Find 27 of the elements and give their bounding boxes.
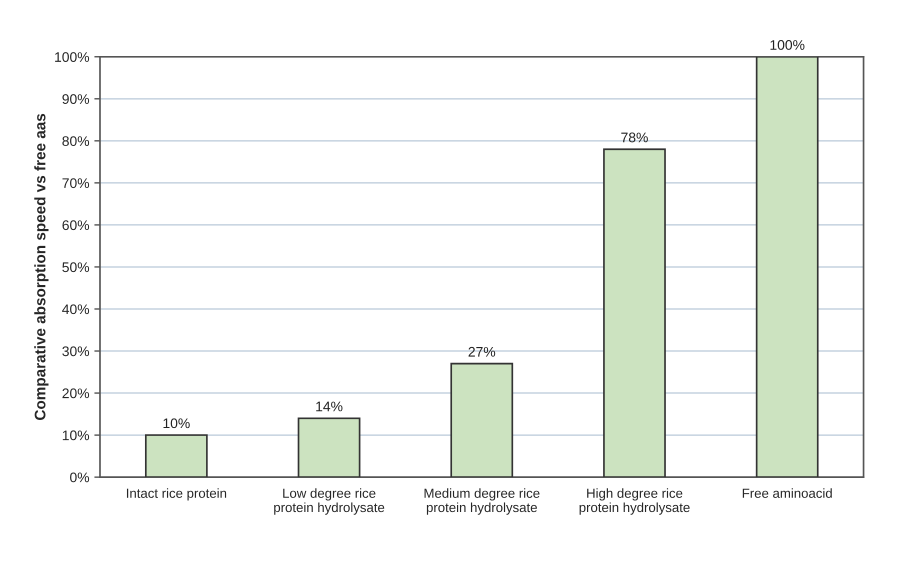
y-tick-label: 70% xyxy=(62,178,90,188)
bar xyxy=(144,434,208,478)
data-label: 14% xyxy=(316,402,342,412)
x-tick-label: Low degree rice protein hydrolysate xyxy=(274,488,384,515)
y-axis-title: Comparative absorption speed vs free aas xyxy=(34,114,48,420)
bar xyxy=(756,56,819,478)
data-label: 10% xyxy=(164,418,190,428)
bar xyxy=(298,417,360,478)
y-tick-label: 80% xyxy=(62,136,90,146)
data-label: 27% xyxy=(468,346,496,357)
x-tick-label: Intact rice protein xyxy=(126,488,226,501)
y-tick-label: 60% xyxy=(62,220,90,230)
x-tick-label: Medium degree rice protein hydrolysate xyxy=(424,488,540,515)
y-tick-label: 90% xyxy=(62,94,90,104)
y-tick-label: 0% xyxy=(70,472,90,482)
x-tick-label: Free aminoacid xyxy=(742,488,832,498)
bar xyxy=(450,362,514,478)
x-tick-label: High degree rice protein hydrolysate xyxy=(580,488,690,515)
y-tick-label: 20% xyxy=(62,388,90,398)
data-label: 100% xyxy=(770,40,804,50)
y-tick-label: 30% xyxy=(62,346,90,356)
y-tick-label: 50% xyxy=(62,262,90,272)
data-label: 78% xyxy=(621,132,648,142)
y-tick-label: 100% xyxy=(55,52,90,62)
y-tick-label: 10% xyxy=(62,430,90,440)
bar xyxy=(603,148,666,478)
y-tick-label: 40% xyxy=(62,304,90,314)
